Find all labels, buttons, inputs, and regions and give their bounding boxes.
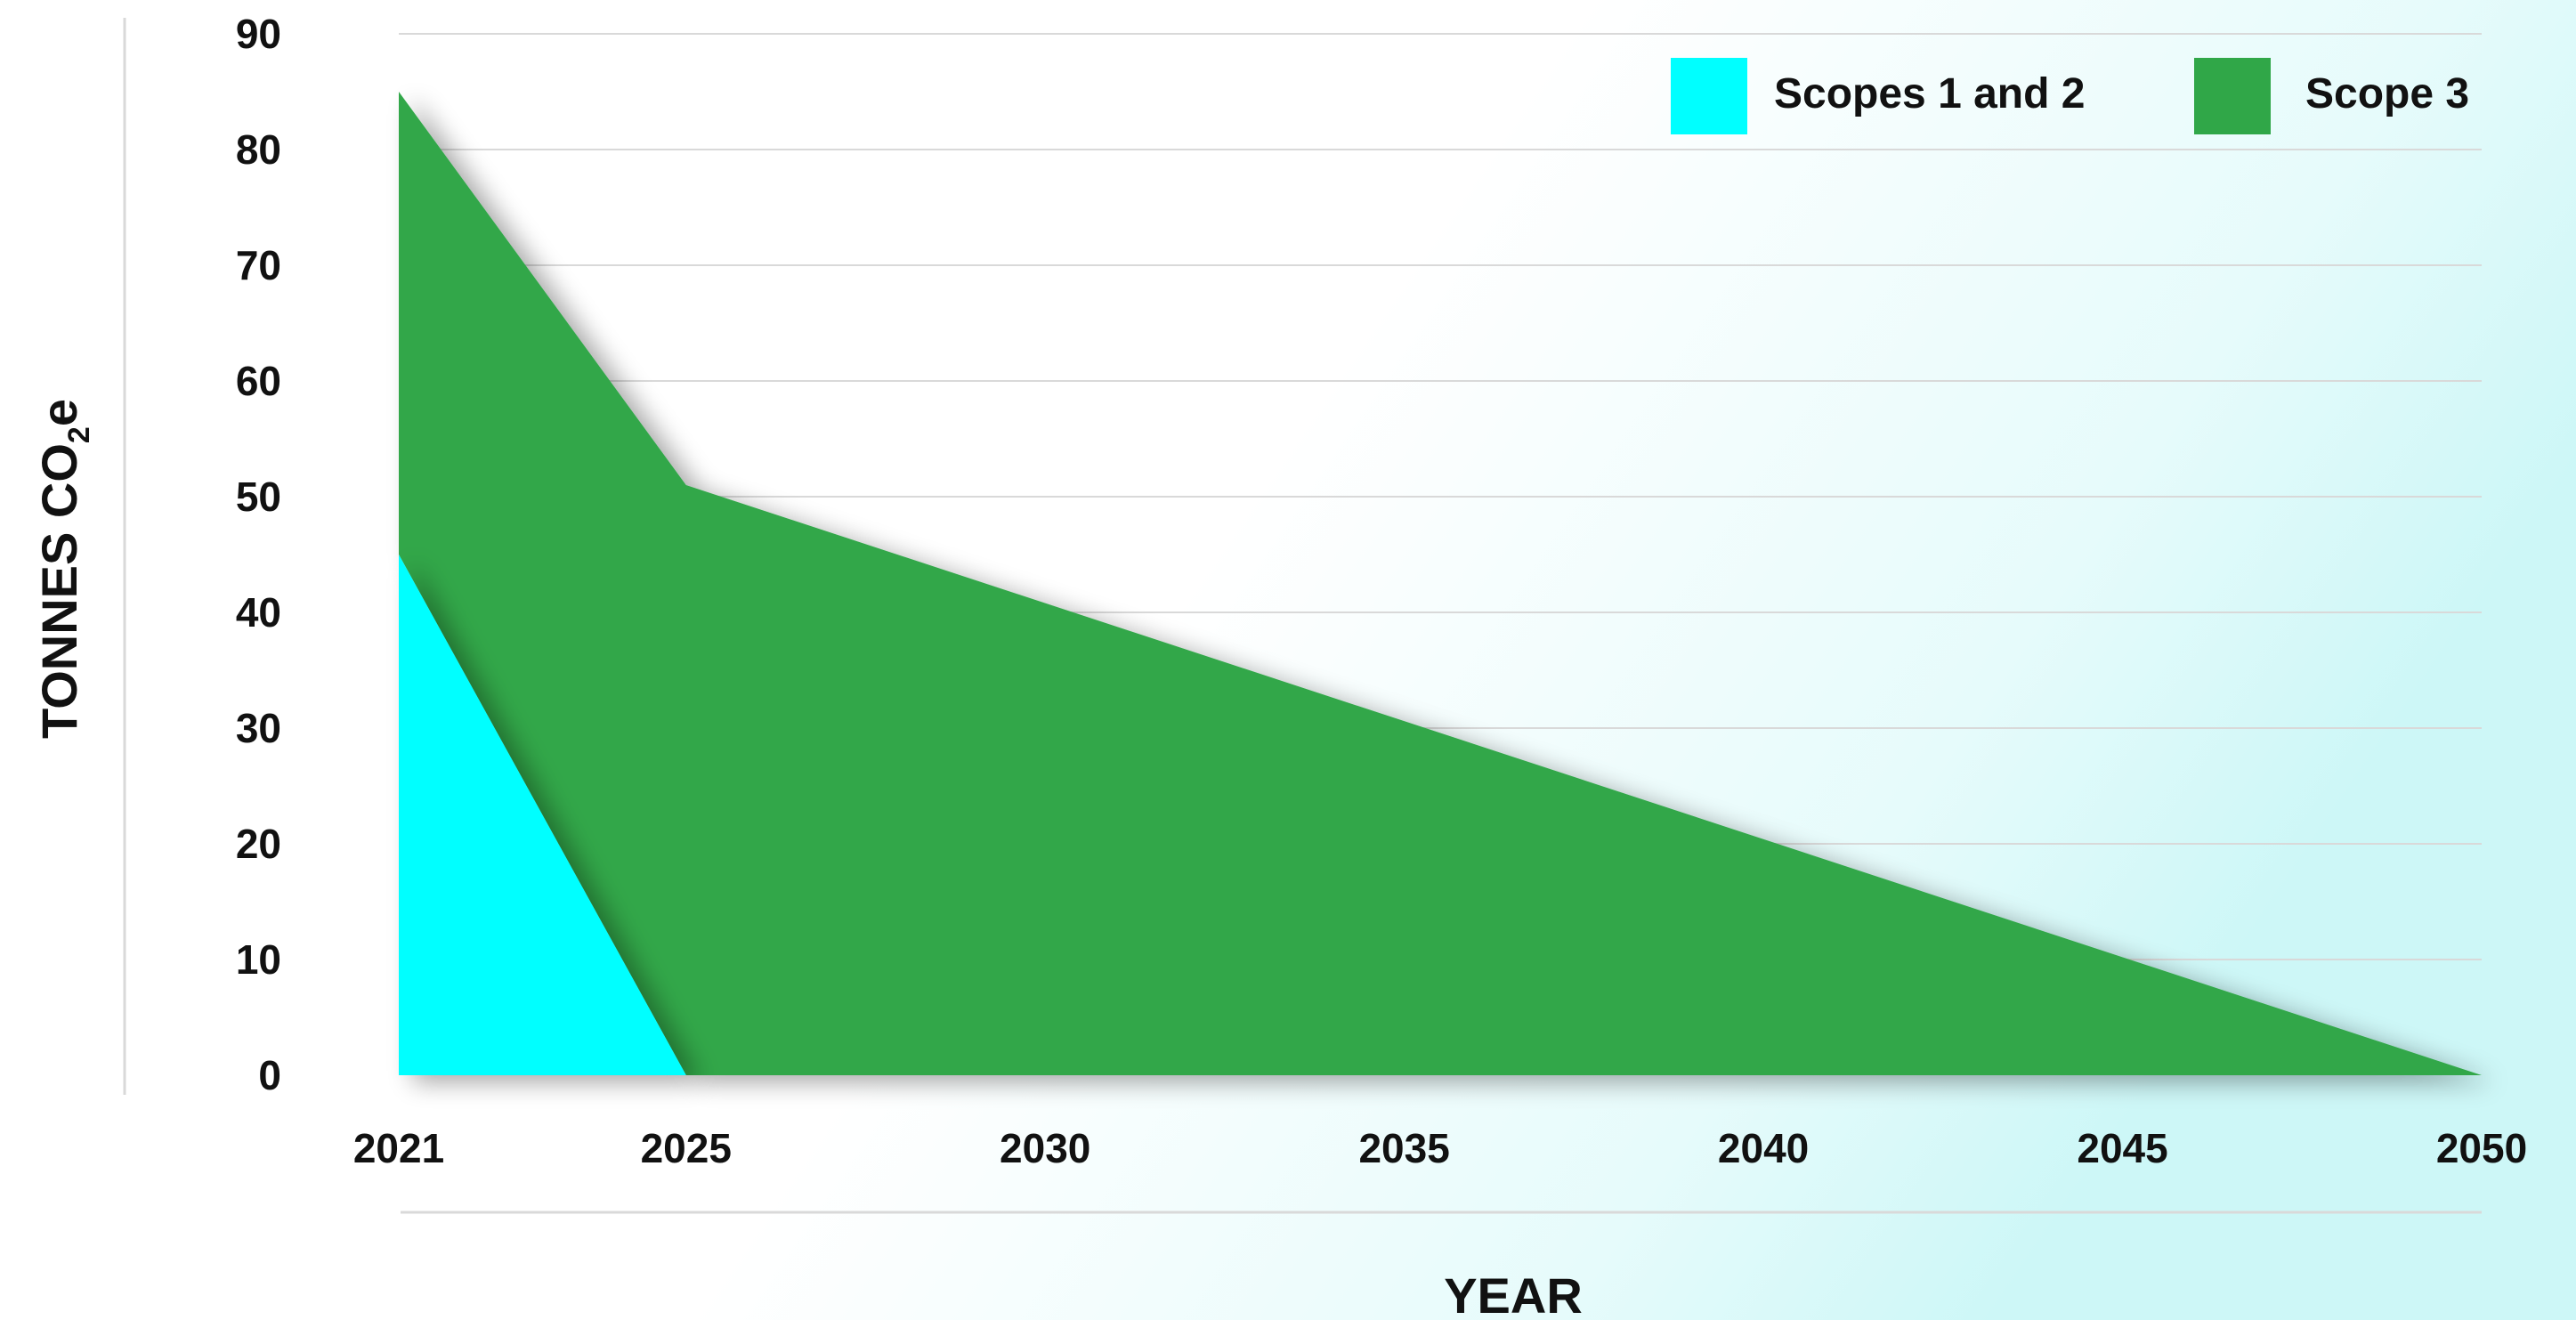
- x-tick-label-2045: 2045: [2077, 1125, 2167, 1171]
- x-tick-label-2035: 2035: [1358, 1125, 1449, 1171]
- legend-label-scope-3: Scope 3: [2305, 70, 2469, 117]
- legend-label-scopes-1-and-2: Scopes 1 and 2: [1774, 70, 2085, 117]
- y-tick-label-70: 70: [236, 242, 281, 288]
- y-tick-label-60: 60: [236, 358, 281, 404]
- y-axis-title: TONNES CO2e: [31, 399, 96, 739]
- legend: Scopes 1 and 2 Scope 3: [1671, 58, 2469, 134]
- area-scopes-1-and-2: [399, 555, 2482, 1075]
- x-tick-label-2030: 2030: [1000, 1125, 1090, 1171]
- y-tick-label-50: 50: [236, 474, 281, 520]
- x-axis-title: YEAR: [1444, 1267, 1583, 1320]
- area-scope-3: [399, 92, 2482, 1075]
- y-tick-label-30: 30: [236, 705, 281, 751]
- y-tick-label-40: 40: [236, 589, 281, 636]
- y-axis-title-suffix: e: [31, 399, 87, 426]
- x-axis-ticks: 2021 2025 2030 2035 2040 2045 2050: [353, 1125, 2527, 1171]
- y-tick-label-90: 90: [236, 11, 281, 57]
- x-tick-label-2040: 2040: [1718, 1125, 1809, 1171]
- x-tick-label-2050: 2050: [2436, 1125, 2527, 1171]
- y-tick-label-20: 20: [236, 821, 281, 867]
- x-tick-label-2021: 2021: [353, 1125, 444, 1171]
- y-tick-label-0: 0: [258, 1052, 281, 1098]
- y-axis-title-subscript: 2: [62, 426, 96, 443]
- legend-swatch-scopes-1-and-2: [1671, 58, 1747, 134]
- y-axis-ticks: 0 10 20 30 40 50 60 70 80 90: [236, 11, 281, 1098]
- y-tick-label-10: 10: [236, 936, 281, 983]
- legend-swatch-scope-3: [2194, 58, 2271, 134]
- plot-areas: [399, 92, 2482, 1075]
- y-axis-title-main: TONNES CO: [31, 443, 87, 739]
- y-tick-label-80: 80: [236, 126, 281, 173]
- x-tick-label-2025: 2025: [641, 1125, 732, 1171]
